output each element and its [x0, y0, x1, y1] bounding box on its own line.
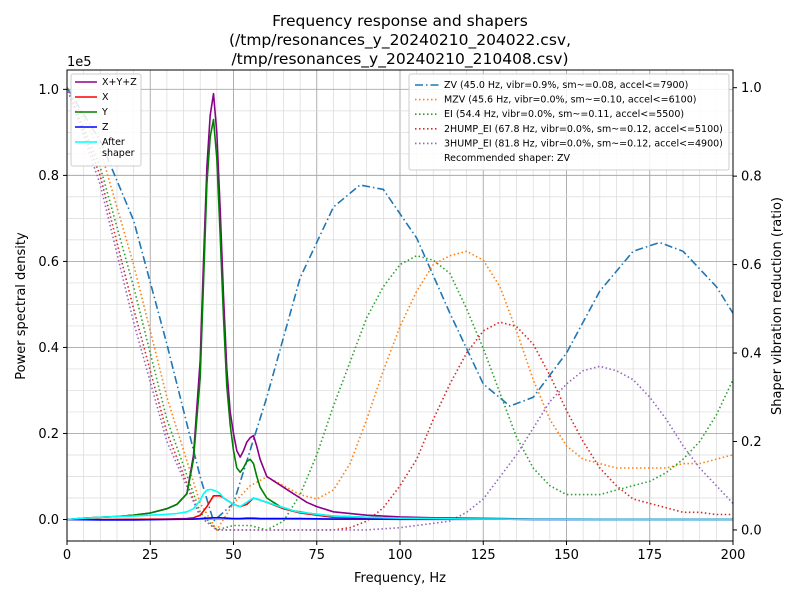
legend-shaper-label: ZV (45.0 Hz, vibr=0.9%, sm~=0.08, accel<… — [444, 80, 688, 91]
y-tick-label: 0.0 — [38, 513, 59, 528]
y2-tick-label: 0.4 — [741, 347, 762, 362]
x-tick-label: 25 — [142, 548, 159, 563]
y-tick-label: 0.6 — [38, 255, 59, 270]
y-tick-label: 0.8 — [38, 169, 59, 184]
legend-psd-label: After — [102, 137, 125, 148]
y2-tick-label: 0.0 — [741, 523, 762, 538]
legend-psd-label: shaper — [102, 148, 135, 159]
x-tick-label: 125 — [471, 548, 496, 563]
legend-shaper-label: 3HUMP_EI (81.8 Hz, vibr=0.0%, sm~=0.12, … — [444, 138, 723, 149]
legend-psd-label: Z — [102, 122, 109, 133]
x-tick-label: 75 — [308, 548, 325, 563]
series-line-after-shaper — [67, 488, 733, 521]
legend-shaper-label: MZV (45.6 Hz, vibr=0.0%, sm~=0.10, accel… — [444, 95, 696, 106]
x-tick-label: 175 — [637, 548, 662, 563]
x-tick-label: 200 — [721, 548, 746, 563]
x-tick-label: 0 — [63, 548, 71, 563]
y2-axis-label: Shaper vibration reduction (ratio) — [770, 197, 785, 415]
y-axis-label: Power spectral density — [14, 232, 29, 380]
y2-tick-label: 1.0 — [741, 81, 762, 96]
legend-shapers-box — [408, 73, 730, 171]
legend-shaper-label: Recommended shaper: ZV — [444, 153, 570, 164]
legend-shaper-label: EI (54.4 Hz, vibr=0.0%, sm~=0.11, accel<… — [444, 109, 684, 120]
y-tick-label: 1.0 — [38, 83, 59, 98]
x-tick-label: 150 — [554, 548, 579, 563]
x-tick-label: 100 — [388, 548, 413, 563]
y2-tick-label: 0.6 — [741, 258, 762, 273]
x-axis-label: Frequency, Hz — [354, 571, 446, 586]
legend-shapers: ZV (45.0 Hz, vibr=0.9%, sm~=0.08, accel<… — [408, 73, 730, 171]
series-line-mzv — [67, 87, 733, 532]
legend-shaper-label: 2HUMP_EI (67.8 Hz, vibr=0.0%, sm~=0.12, … — [444, 124, 723, 135]
legend-psd-label: Y — [101, 107, 108, 118]
chart-title-line-1: Frequency response and shapers — [272, 12, 528, 30]
plot-area — [67, 87, 733, 532]
x-tick-label: 50 — [225, 548, 242, 563]
chart-title: Frequency response and shapers (/tmp/res… — [229, 12, 571, 69]
y2-tick-label: 0.2 — [741, 435, 762, 450]
y-scale-label: 1e5 — [67, 55, 92, 70]
chart-title-line-2: (/tmp/resonances_y_20240210_204022.csv, — [229, 31, 571, 50]
chart-title-line-3: /tmp/resonances_y_20240210_210408.csv) — [231, 50, 568, 69]
grid-lines — [66, 70, 734, 541]
legend-psd-label: X — [102, 92, 109, 103]
axis-ticks: 0 25 50 75 100 125 150 175 200 0.0 0.2 0.4 0.6 0.8 1.0… — [38, 81, 761, 563]
y-tick-label: 0.2 — [38, 427, 59, 442]
y2-tick-label: 0.8 — [741, 170, 762, 185]
legend-psd-label: X+Y+Z — [102, 77, 137, 88]
y-tick-label: 0.4 — [38, 341, 59, 356]
